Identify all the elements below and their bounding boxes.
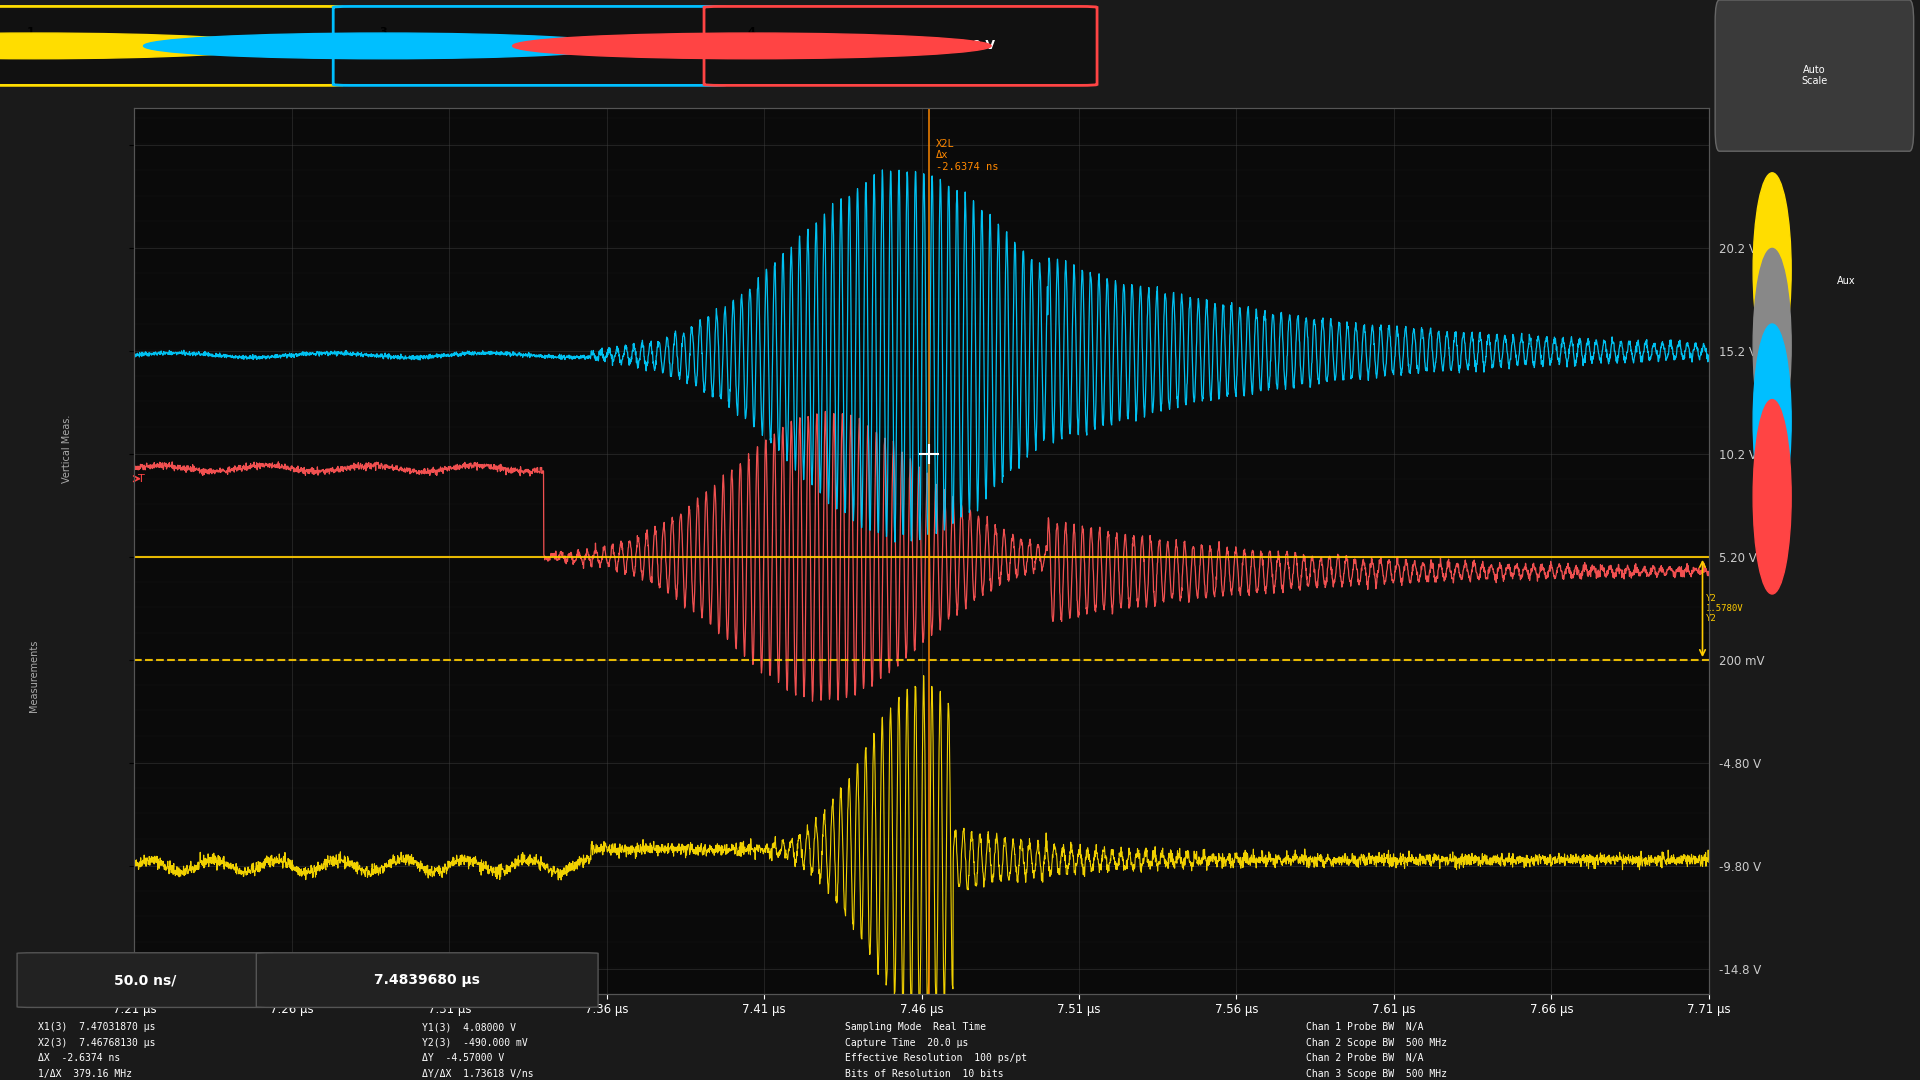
Text: Y1(3)  4.08000 V: Y1(3) 4.08000 V — [422, 1023, 516, 1032]
Text: Measurements: Measurements — [29, 639, 38, 713]
Text: 5.10 V: 5.10 V — [950, 39, 995, 53]
Text: Chan 1 Probe BW  N/A: Chan 1 Probe BW N/A — [1306, 1023, 1423, 1032]
Text: ΔY/ΔX  1.73618 V/ns: ΔY/ΔX 1.73618 V/ns — [422, 1069, 534, 1079]
Text: 2: 2 — [1768, 340, 1776, 351]
Text: 3: 3 — [378, 27, 386, 37]
Text: 1MΩ: 1MΩ — [419, 41, 442, 51]
Text: 5.00 V/: 5.00 V/ — [847, 39, 897, 53]
Text: 1MΩ: 1MΩ — [789, 41, 812, 51]
Text: 1: 1 — [1768, 265, 1776, 275]
Circle shape — [144, 33, 622, 58]
Text: 130 V/: 130 V/ — [129, 39, 173, 53]
Text: ΔY  -4.57000 V: ΔY -4.57000 V — [422, 1053, 505, 1063]
Text: 5.20 V: 5.20 V — [574, 39, 618, 53]
Text: ΔX  -2.6374 ns: ΔX -2.6374 ns — [38, 1053, 121, 1063]
Text: 4: 4 — [1768, 491, 1776, 502]
Circle shape — [1753, 324, 1791, 518]
Text: 1MΩ: 1MΩ — [69, 41, 92, 51]
Text: 382 V: 382 V — [227, 39, 267, 53]
Text: X2L
Δx
-2.6374 ns: X2L Δx -2.6374 ns — [935, 139, 998, 172]
Text: Chan 2 Scope BW  500 MHz: Chan 2 Scope BW 500 MHz — [1306, 1038, 1446, 1048]
FancyBboxPatch shape — [705, 6, 1096, 85]
Text: Capture Time  20.0 μs: Capture Time 20.0 μs — [845, 1038, 968, 1048]
FancyBboxPatch shape — [257, 953, 597, 1008]
FancyBboxPatch shape — [17, 953, 273, 1008]
Text: Y2
1.5780V
Y2: Y2 1.5780V Y2 — [1705, 594, 1743, 623]
Text: Auto
Scale: Auto Scale — [1801, 65, 1828, 86]
Text: Chan 2 Probe BW  N/A: Chan 2 Probe BW N/A — [1306, 1053, 1423, 1063]
Text: 4: 4 — [749, 27, 756, 37]
Circle shape — [1753, 173, 1791, 367]
Circle shape — [513, 33, 991, 58]
Text: 7.4839680 μs: 7.4839680 μs — [374, 973, 480, 987]
Text: Vertical Meas.: Vertical Meas. — [61, 415, 73, 484]
Circle shape — [1753, 400, 1791, 594]
Text: X2(3)  7.46768130 μs: X2(3) 7.46768130 μs — [38, 1038, 156, 1048]
Text: Effective Resolution  100 ps/pt: Effective Resolution 100 ps/pt — [845, 1053, 1027, 1063]
Text: 1: 1 — [27, 27, 35, 37]
Text: 50.0 ns/: 50.0 ns/ — [113, 973, 177, 987]
Text: T: T — [138, 474, 144, 484]
Text: Bits of Resolution  10 bits: Bits of Resolution 10 bits — [845, 1069, 1004, 1079]
FancyBboxPatch shape — [334, 6, 726, 85]
Text: Aux: Aux — [1837, 275, 1855, 286]
Text: 1/ΔX  379.16 MHz: 1/ΔX 379.16 MHz — [38, 1069, 132, 1079]
Text: Y2(3)  -490.000 mV: Y2(3) -490.000 mV — [422, 1038, 528, 1048]
FancyBboxPatch shape — [0, 6, 344, 85]
Text: 3: 3 — [1768, 416, 1776, 427]
Text: 5.00 V/: 5.00 V/ — [474, 39, 524, 53]
Circle shape — [0, 33, 273, 58]
Text: X1(3)  7.47031870 μs: X1(3) 7.47031870 μs — [38, 1023, 156, 1032]
FancyBboxPatch shape — [1715, 0, 1914, 151]
Text: Chan 3 Scope BW  500 MHz: Chan 3 Scope BW 500 MHz — [1306, 1069, 1446, 1079]
Circle shape — [1753, 248, 1791, 443]
Text: Sampling Mode  Real Time: Sampling Mode Real Time — [845, 1023, 985, 1032]
